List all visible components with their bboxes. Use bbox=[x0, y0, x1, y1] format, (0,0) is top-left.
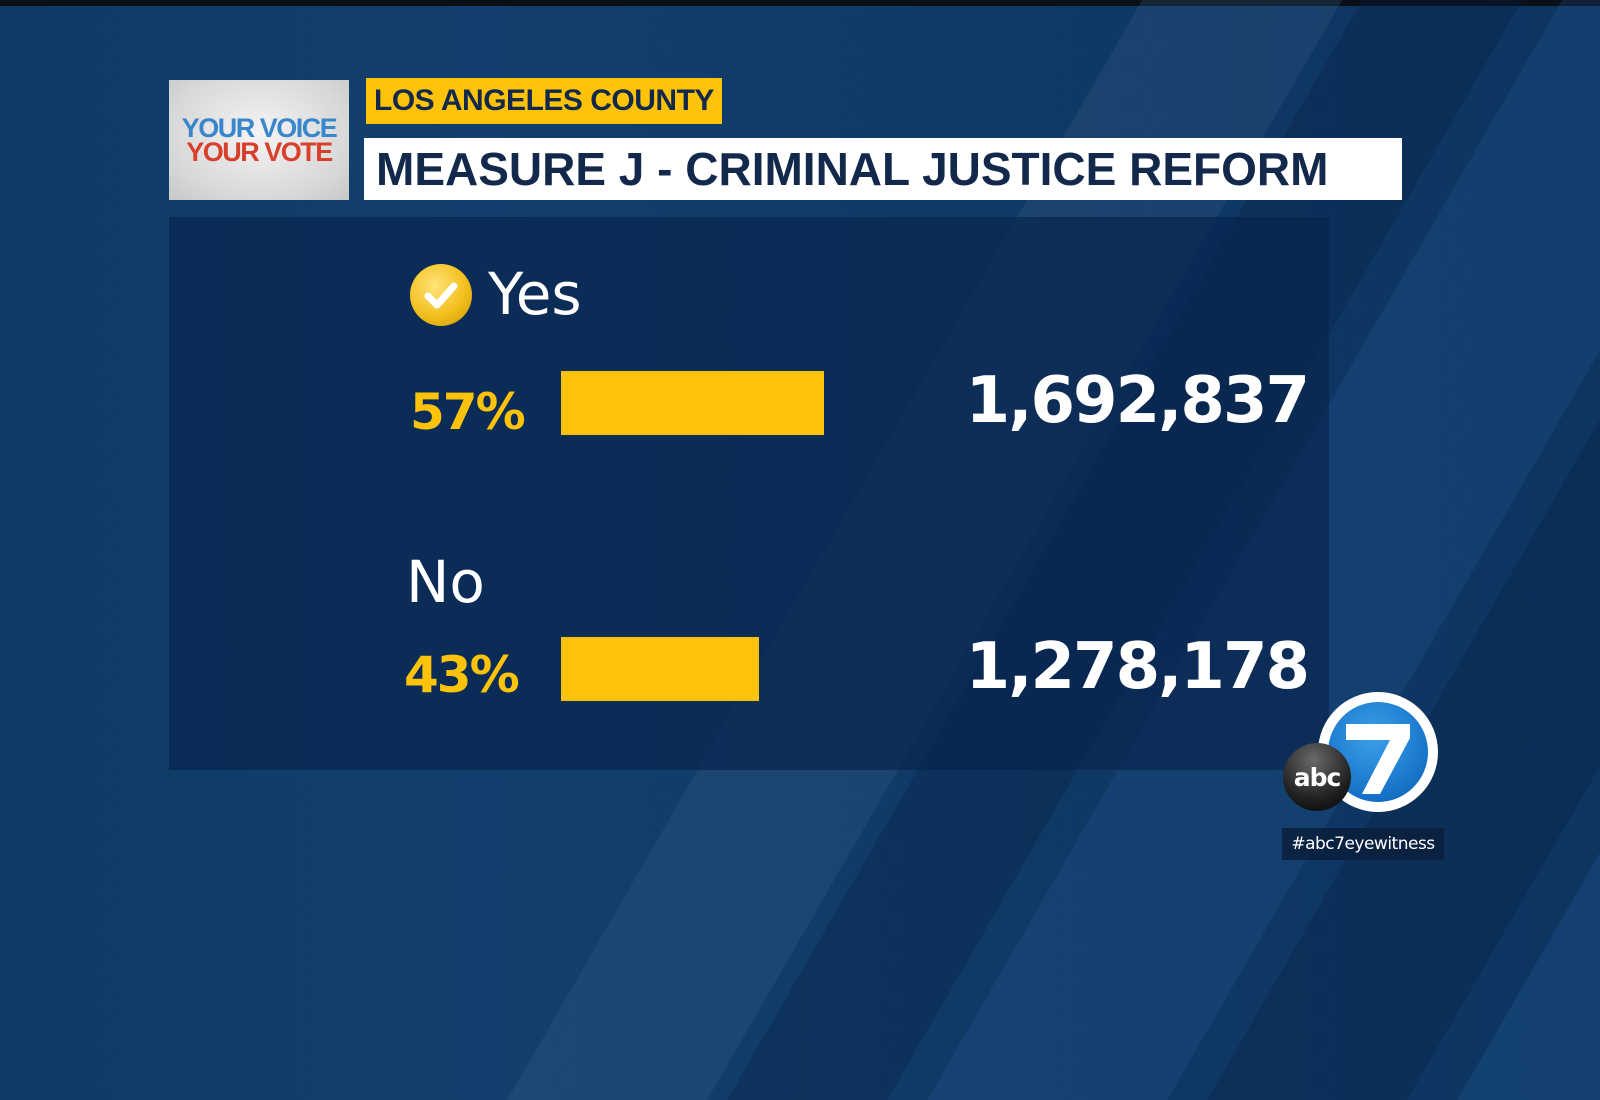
measure-title: MEASURE J - CRIMINAL JUSTICE REFORM bbox=[364, 138, 1402, 200]
option-no-label: No bbox=[406, 548, 485, 616]
logo-line-1: YOUR VOICE bbox=[181, 113, 338, 143]
winner-check-icon bbox=[410, 264, 472, 326]
seven-glyph-icon bbox=[1346, 724, 1410, 794]
hashtag: #abc7eyewitness bbox=[1282, 828, 1444, 860]
option-no-bar bbox=[561, 637, 759, 701]
your-voice-your-vote-logo: YOUR VOICE YOUR VOTE bbox=[169, 80, 349, 200]
option-yes-label: Yes bbox=[488, 260, 582, 328]
abc-logo: abc bbox=[1283, 743, 1351, 811]
logo-line-2: YOUR VOTE bbox=[186, 137, 333, 167]
option-no-percent: 43% bbox=[404, 646, 520, 704]
region-tag: LOS ANGELES COUNTY bbox=[366, 78, 722, 124]
option-yes-votes: 1,692,837 bbox=[965, 364, 1310, 438]
option-yes-bar bbox=[561, 371, 824, 435]
top-border bbox=[0, 0, 1600, 6]
option-no-votes: 1,278,178 bbox=[965, 630, 1310, 704]
option-yes-percent: 57% bbox=[410, 383, 526, 441]
